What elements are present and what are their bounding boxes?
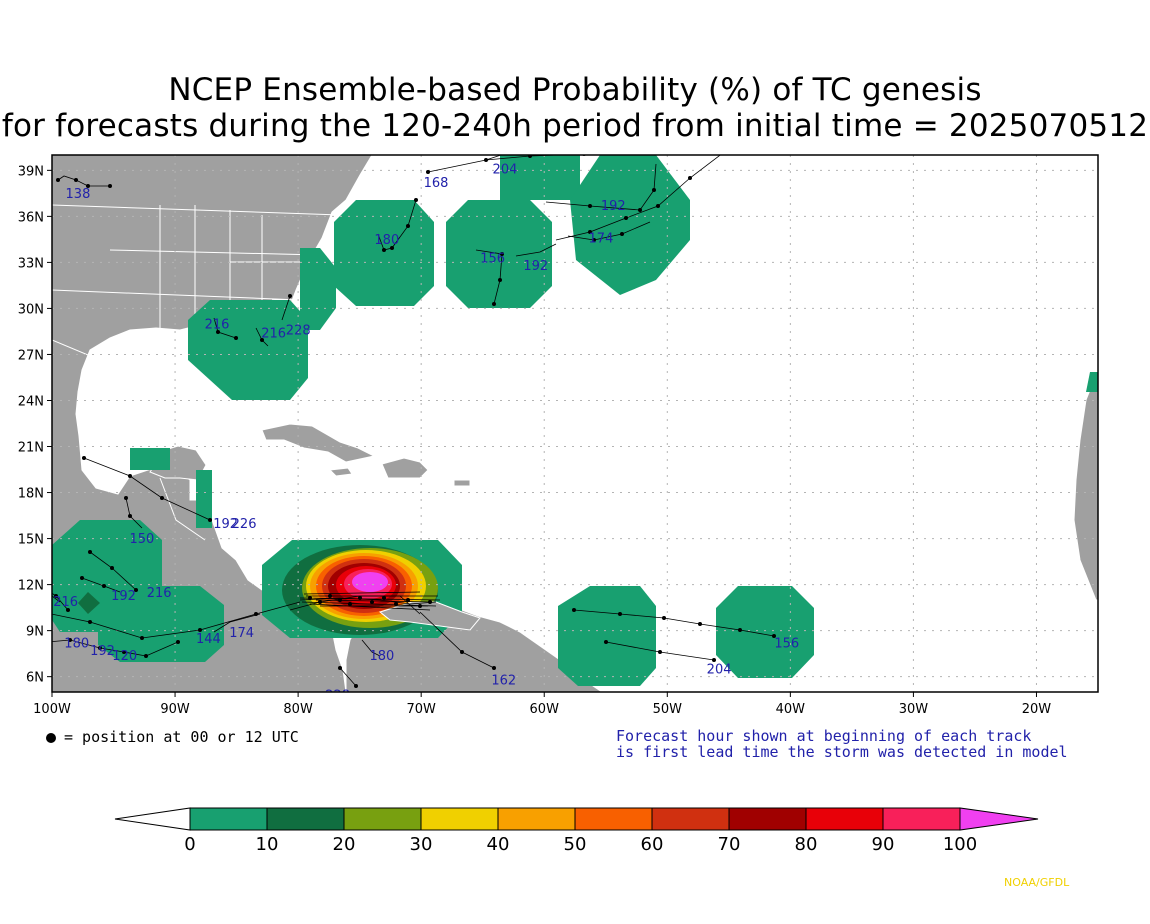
position-dot-icon — [46, 732, 56, 743]
title-line-1: NCEP Ensemble-based Probability (%) of T… — [168, 72, 982, 108]
track-hour-label: 138 — [66, 187, 91, 202]
lat-tick-label: 30N — [18, 302, 44, 317]
track-hour-label: 156 — [480, 251, 505, 266]
lat-tick-label: 9N — [26, 625, 44, 640]
shade-10-atlantic-b — [446, 200, 552, 308]
title-line-2: for forecasts during the 120-240h period… — [1, 108, 1149, 144]
track — [567, 221, 651, 241]
position-legend: = position at 00 or 12 UTC — [46, 728, 299, 746]
shade-10-mdr-a — [558, 586, 656, 686]
track — [475, 249, 503, 305]
probability-shading — [52, 155, 1098, 686]
note-line-2: is first lead time the storm was detecte… — [616, 743, 1068, 761]
cuba — [261, 423, 376, 463]
track-hour-label: 216 — [147, 586, 172, 601]
track — [515, 243, 557, 257]
shade-10-atlantic-c — [500, 155, 580, 200]
position-legend-text: = position at 00 or 12 UTC — [64, 728, 299, 746]
lat-tick-label: 15N — [18, 533, 44, 548]
track-hour-label: 150 — [130, 532, 155, 547]
track-hour-label: 192 — [90, 644, 115, 659]
track-points — [54, 155, 776, 688]
lat-tick-label: 39N — [18, 164, 44, 179]
lon-tick-label: 40W — [776, 702, 806, 717]
lat-tick-label: 33N — [18, 256, 44, 271]
shade-10-atlantic-d — [570, 155, 690, 295]
track — [52, 592, 69, 611]
track-hour-label: 144 — [196, 632, 221, 647]
track — [83, 457, 211, 521]
shade-10-gulf-of-mexico — [130, 448, 170, 470]
lon-tick-label: 90W — [160, 702, 190, 717]
lat-tick-label: 18N — [18, 487, 44, 502]
lon-tick-label: 30W — [899, 702, 929, 717]
track-hour-label: 156 — [774, 637, 799, 652]
lat-tick-label: 21N — [18, 441, 44, 456]
track — [52, 595, 61, 603]
lat-tick-label: 6N — [26, 671, 44, 686]
track — [361, 639, 381, 657]
shade-10-carolina — [300, 248, 336, 330]
track — [213, 613, 261, 633]
jamaica — [328, 467, 353, 477]
political-borders — [52, 204, 341, 541]
forecast-hour-note: Forecast hour shown at beginning of each… — [616, 728, 1068, 760]
lat-tick-label: 12N — [18, 579, 44, 594]
shade-10-honduras — [196, 470, 212, 528]
track-hour-label: 120 — [112, 649, 137, 664]
grid-lines — [52, 155, 1098, 692]
lon-tick-label: 20W — [1022, 702, 1052, 717]
puerto-rico — [453, 479, 471, 487]
track-hour-label: 204 — [493, 162, 518, 177]
plot-frame — [51, 154, 1099, 693]
track — [52, 639, 179, 657]
lon-tick-label: 60W — [530, 702, 560, 717]
shade-10-mdr-b — [716, 586, 814, 678]
track-hour-label: 192 — [111, 589, 136, 604]
lat-tick-label: 27N — [18, 348, 44, 363]
latitude-axis: 39N 36N 33N 30N 27N 24N 21N 18N 15N 12N 9N 6N — [18, 164, 52, 686]
track-hour-label: 168 — [424, 176, 449, 191]
track-hour-label: 174 — [589, 231, 614, 246]
longitude-axis: 100W 90W 80W 70W 60W 50W 40W 30W 20W — [33, 692, 1051, 717]
lon-tick-label: 80W — [283, 702, 313, 717]
track-hour-label: 228 — [325, 689, 350, 704]
track — [281, 295, 291, 321]
track-hour-label: 180 — [369, 649, 394, 664]
track-hour-label: 180 — [64, 637, 89, 652]
shade-10-florida — [188, 300, 308, 400]
track-cluster — [299, 591, 441, 611]
track — [555, 155, 721, 241]
shade-100-caribbean — [352, 572, 388, 592]
hispaniola — [381, 457, 429, 479]
track-hour-label: 204 — [707, 663, 732, 678]
track-hour-label: 216 — [261, 327, 286, 342]
track-hour-label: 174 — [229, 626, 254, 641]
track-hour-label: 216 — [53, 595, 78, 610]
credit-label: NOAA/GFDL — [1004, 876, 1070, 889]
track-hour-label: 192 — [523, 259, 548, 274]
lon-tick-label: 100W — [33, 702, 71, 717]
shade-10-africa-edge — [1086, 372, 1098, 392]
lat-tick-label: 24N — [18, 394, 44, 409]
lat-tick-label: 36N — [18, 210, 44, 225]
track-hour-label: 226 — [232, 517, 257, 532]
track — [52, 601, 301, 639]
lon-tick-label: 70W — [406, 702, 436, 717]
track-hour-label: 192 — [601, 199, 626, 214]
track-hour-label: 228 — [286, 324, 311, 339]
note-line-1: Forecast hour shown at beginning of each… — [616, 727, 1032, 745]
shade-20-diamond — [78, 592, 100, 614]
lon-tick-label: 50W — [653, 702, 683, 717]
track-hour-label: 180 — [374, 233, 399, 248]
track — [339, 667, 357, 687]
track-hour-label: 162 — [491, 673, 516, 688]
track — [573, 609, 775, 637]
shade-10-east-pacific-east — [98, 586, 224, 662]
track-hour-label: 216 — [205, 317, 230, 332]
track-hour-label: 192 — [213, 517, 238, 532]
